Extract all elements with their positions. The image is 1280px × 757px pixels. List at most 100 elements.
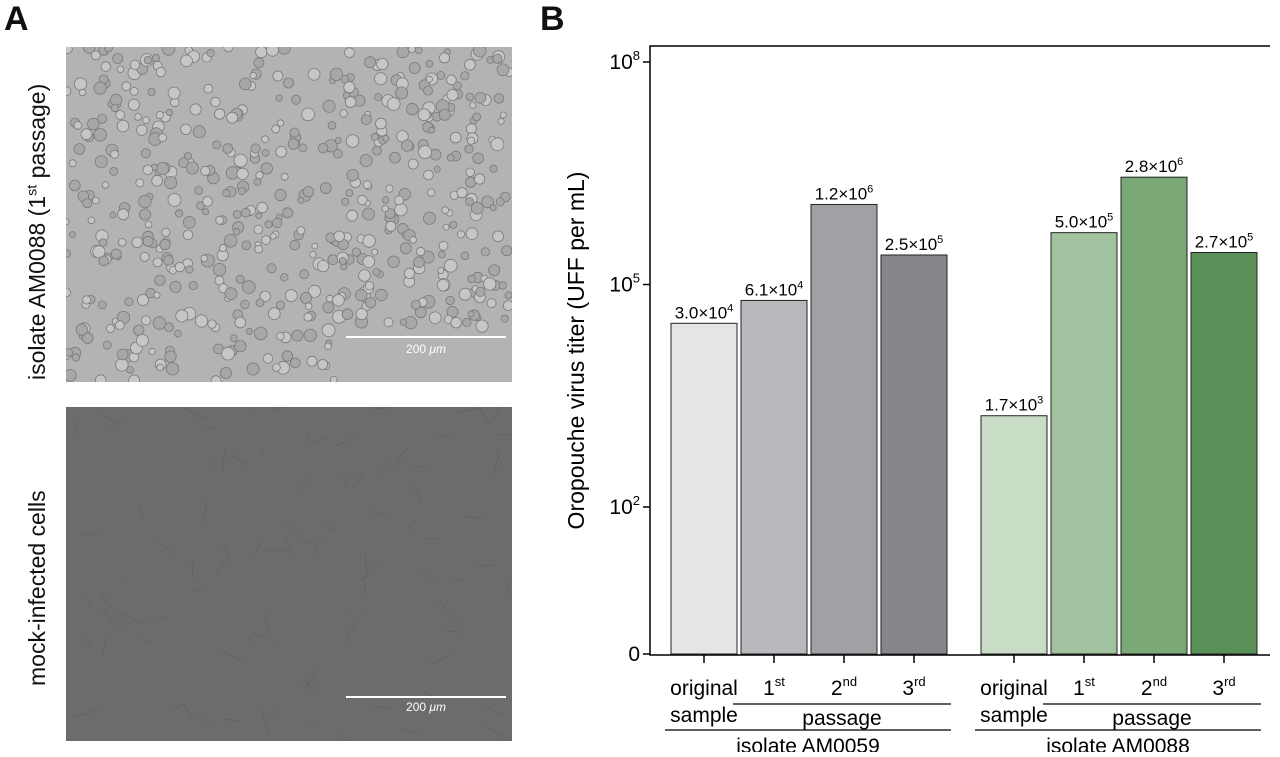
x-category-label: sample xyxy=(980,704,1048,727)
monolayer-texture xyxy=(121,612,147,625)
cell xyxy=(102,340,112,350)
monolayer-texture xyxy=(306,721,320,727)
cell xyxy=(465,167,475,178)
cell xyxy=(362,234,376,248)
cell xyxy=(304,302,313,311)
cell xyxy=(136,334,149,347)
monolayer-texture xyxy=(476,407,489,423)
x-category-label: 2nd xyxy=(831,674,857,700)
cell xyxy=(224,287,238,301)
cell xyxy=(156,363,164,372)
cell xyxy=(240,207,251,218)
scale-bar-label: 200 μm xyxy=(406,342,446,356)
isolate-label: isolate AM0088 xyxy=(1046,735,1190,752)
cell xyxy=(399,242,412,255)
cell xyxy=(374,288,388,302)
cell xyxy=(110,248,122,260)
cell xyxy=(303,328,317,342)
cell xyxy=(73,143,86,155)
monolayer-texture xyxy=(350,613,353,619)
monolayer-texture xyxy=(98,411,115,422)
cell xyxy=(422,211,436,225)
monolayer-texture xyxy=(201,501,207,523)
cell xyxy=(276,332,285,341)
cell xyxy=(194,314,209,328)
monolayer-texture xyxy=(183,702,195,721)
cell xyxy=(492,230,504,243)
cell xyxy=(192,125,206,139)
cell xyxy=(438,52,450,64)
cell xyxy=(121,81,132,91)
cell xyxy=(241,240,252,251)
monolayer-texture xyxy=(311,438,326,443)
monolayer-texture xyxy=(484,726,509,741)
cell xyxy=(414,47,423,54)
cell xyxy=(124,297,134,307)
cell xyxy=(74,77,88,91)
bar xyxy=(810,203,878,655)
cell xyxy=(233,153,248,168)
monolayer-texture xyxy=(444,630,463,633)
cell xyxy=(465,123,477,135)
cell xyxy=(275,300,286,310)
cell xyxy=(364,280,375,291)
cell xyxy=(283,77,294,89)
cell xyxy=(438,108,451,121)
cell xyxy=(142,116,150,125)
cell xyxy=(389,151,401,164)
monolayer-texture xyxy=(84,636,92,649)
cell xyxy=(182,229,194,241)
scale-bar xyxy=(346,336,506,338)
monolayer-texture xyxy=(83,595,92,608)
cell xyxy=(341,197,350,206)
monolayer-texture xyxy=(139,507,145,518)
cell xyxy=(410,299,421,310)
cell xyxy=(174,329,182,338)
x-category-label: 1st xyxy=(763,674,785,700)
cell xyxy=(147,87,156,96)
mock-image-label: mock-infected cells xyxy=(24,490,50,686)
monolayer-texture xyxy=(191,561,193,580)
y-tick-label: 105 xyxy=(609,271,640,297)
cell xyxy=(69,231,76,239)
cell xyxy=(403,267,416,279)
cell xyxy=(472,112,482,122)
cell xyxy=(438,240,449,251)
monolayer-texture xyxy=(507,578,511,594)
monolayer-texture xyxy=(364,553,368,578)
cell xyxy=(317,260,330,273)
cell xyxy=(425,75,433,83)
cell xyxy=(498,281,507,290)
cell xyxy=(66,369,77,382)
cell xyxy=(266,47,279,57)
cell xyxy=(234,316,247,329)
cell xyxy=(387,255,400,269)
monolayer-texture xyxy=(411,483,423,502)
cell xyxy=(481,195,494,209)
monolayer-texture xyxy=(438,599,462,624)
cell xyxy=(189,103,202,116)
cell xyxy=(165,362,180,376)
monolayer-texture xyxy=(270,407,284,410)
cell xyxy=(438,250,446,259)
cell xyxy=(255,171,264,180)
cell xyxy=(109,211,117,219)
cell xyxy=(372,268,381,277)
cell xyxy=(200,254,208,262)
cell xyxy=(269,232,277,240)
cell xyxy=(118,238,127,247)
cell xyxy=(409,236,417,244)
monolayer-texture xyxy=(345,619,357,643)
cell xyxy=(104,47,113,53)
cell xyxy=(98,300,107,310)
bar xyxy=(880,254,948,655)
cell xyxy=(280,273,289,282)
bar xyxy=(670,322,738,655)
cell xyxy=(250,143,261,154)
cell xyxy=(234,340,247,353)
cell xyxy=(203,83,214,94)
cell xyxy=(317,359,329,370)
cell xyxy=(255,212,263,220)
cell xyxy=(164,350,177,363)
cell xyxy=(207,319,217,329)
